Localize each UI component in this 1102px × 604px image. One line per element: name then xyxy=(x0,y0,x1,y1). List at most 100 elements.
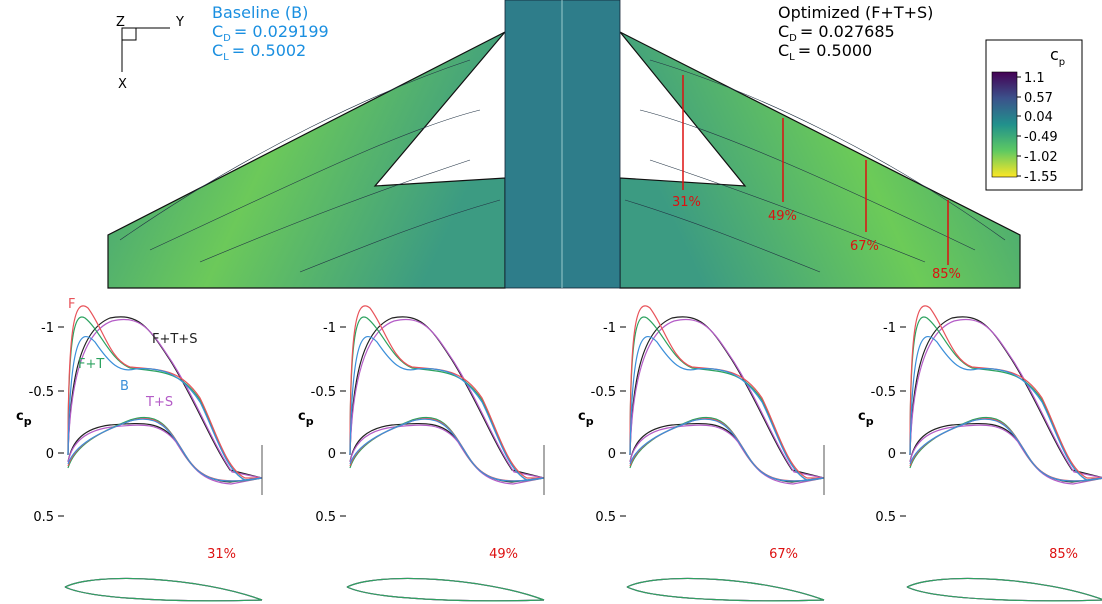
airfoil xyxy=(347,578,544,600)
cp-curve xyxy=(350,317,544,480)
y-tick-label: -0.5 xyxy=(311,385,336,400)
airfoil xyxy=(627,587,824,601)
cp-curve xyxy=(350,425,544,484)
subscript: p xyxy=(586,415,594,428)
symbol: c xyxy=(298,409,306,424)
airfoil xyxy=(347,578,544,600)
airfoil xyxy=(907,578,1102,600)
cp-curve xyxy=(630,319,824,478)
title: Baseline (B) xyxy=(212,3,308,22)
airfoil xyxy=(347,578,544,600)
y-tick-label: -0.5 xyxy=(29,385,54,400)
symbol: c xyxy=(858,409,866,424)
cp-plot: -1-0.500.5cp49% xyxy=(298,306,544,601)
axis-triad: Z Y X xyxy=(116,15,184,92)
airfoil xyxy=(347,587,544,601)
station-label: 67% xyxy=(850,239,879,254)
legend-label: B xyxy=(120,379,129,394)
colorbar-label: -1.02 xyxy=(1024,150,1058,165)
title: Optimized (F+T+S) xyxy=(778,3,933,22)
airfoil xyxy=(65,578,262,600)
subscript: L xyxy=(789,52,795,63)
optimized-info: Optimized (F+T+S) CD= 0.027685 CL= 0.500… xyxy=(778,3,933,63)
y-axis-label: cp xyxy=(298,409,314,428)
cp-curve xyxy=(630,317,824,478)
airfoil xyxy=(627,578,824,600)
subscript: L xyxy=(223,52,229,63)
airfoil xyxy=(627,578,824,600)
station-label: 85% xyxy=(932,267,961,282)
symbol: c xyxy=(578,409,586,424)
cp-curve xyxy=(910,337,1102,480)
airfoil xyxy=(65,587,262,601)
y-tick-label: 0 xyxy=(888,447,896,462)
station-label: 31% xyxy=(207,547,236,562)
airfoil xyxy=(907,578,1102,600)
symbol: c xyxy=(16,409,24,424)
y-tick-label: -0.5 xyxy=(591,385,616,400)
symbol: C xyxy=(778,41,789,60)
subscript: D xyxy=(789,33,797,44)
legend-label: T+S xyxy=(145,395,173,410)
airfoil xyxy=(627,578,824,600)
cp-curve xyxy=(910,317,1102,478)
colorbar-label: 0.04 xyxy=(1024,110,1053,125)
legend-label: F xyxy=(68,297,75,312)
figure: Z Y X Baseline (B) CD= 0.029199 CL= 0.50… xyxy=(0,0,1102,604)
airfoil xyxy=(627,587,824,601)
baseline-info: Baseline (B) CD= 0.029199 CL= 0.5002 xyxy=(212,3,329,63)
cp-curve xyxy=(630,337,824,480)
cl: CL= 0.5002 xyxy=(212,41,306,63)
value: = 0.029199 xyxy=(234,22,329,41)
axis-label: Y xyxy=(175,15,184,30)
cp-curve xyxy=(350,337,544,480)
cp-curve xyxy=(910,425,1102,484)
y-tick-label: -1 xyxy=(323,321,336,336)
y-tick-label: -0.5 xyxy=(871,385,896,400)
station-label: 31% xyxy=(672,195,701,210)
airfoil xyxy=(347,587,544,601)
y-tick-label: 0.5 xyxy=(315,510,336,525)
y-tick-label: 0.5 xyxy=(875,510,896,525)
y-tick-label: -1 xyxy=(883,321,896,336)
airfoil xyxy=(347,587,544,601)
value: = 0.5000 xyxy=(798,41,872,60)
legend-label: F+T+S xyxy=(152,332,197,347)
airfoil xyxy=(627,587,824,601)
airfoil xyxy=(907,587,1102,601)
station-label: 49% xyxy=(768,209,797,224)
value: = 0.027685 xyxy=(800,22,895,41)
y-axis-label: cp xyxy=(578,409,594,428)
station-label: 85% xyxy=(1049,547,1078,562)
cp-curve xyxy=(910,424,1102,482)
subscript: p xyxy=(306,415,314,428)
cp-plot: -1 -0.5 0 0.5 cp 31% F F+T B T+S F+T+S xyxy=(16,297,262,601)
airfoil xyxy=(65,587,262,601)
symbol: C xyxy=(212,22,223,41)
colorbar-label: 1.1 xyxy=(1024,71,1045,86)
cp-curve xyxy=(630,317,824,480)
y-tick-label: -1 xyxy=(41,321,54,336)
airfoil xyxy=(65,587,262,601)
colorbar-label: -0.49 xyxy=(1024,130,1058,145)
colorbar-label: -1.55 xyxy=(1024,170,1058,185)
axis-label: X xyxy=(118,77,127,92)
legend-label: F+T xyxy=(78,357,104,372)
airfoil xyxy=(627,578,824,600)
airfoil xyxy=(65,587,262,601)
station-label: 49% xyxy=(489,547,518,562)
cl: CL= 0.5000 xyxy=(778,41,872,63)
airfoil xyxy=(65,578,262,600)
y-tick-label: 0 xyxy=(46,447,54,462)
axis-label: Z xyxy=(116,15,125,30)
airfoil xyxy=(627,587,824,601)
y-tick-label: 0.5 xyxy=(33,510,54,525)
cp-curve xyxy=(630,425,824,484)
airfoil xyxy=(907,578,1102,600)
y-axis-label: cp xyxy=(16,409,32,428)
cp-curve xyxy=(910,319,1102,478)
airfoil xyxy=(65,578,262,600)
airfoil xyxy=(65,578,262,600)
